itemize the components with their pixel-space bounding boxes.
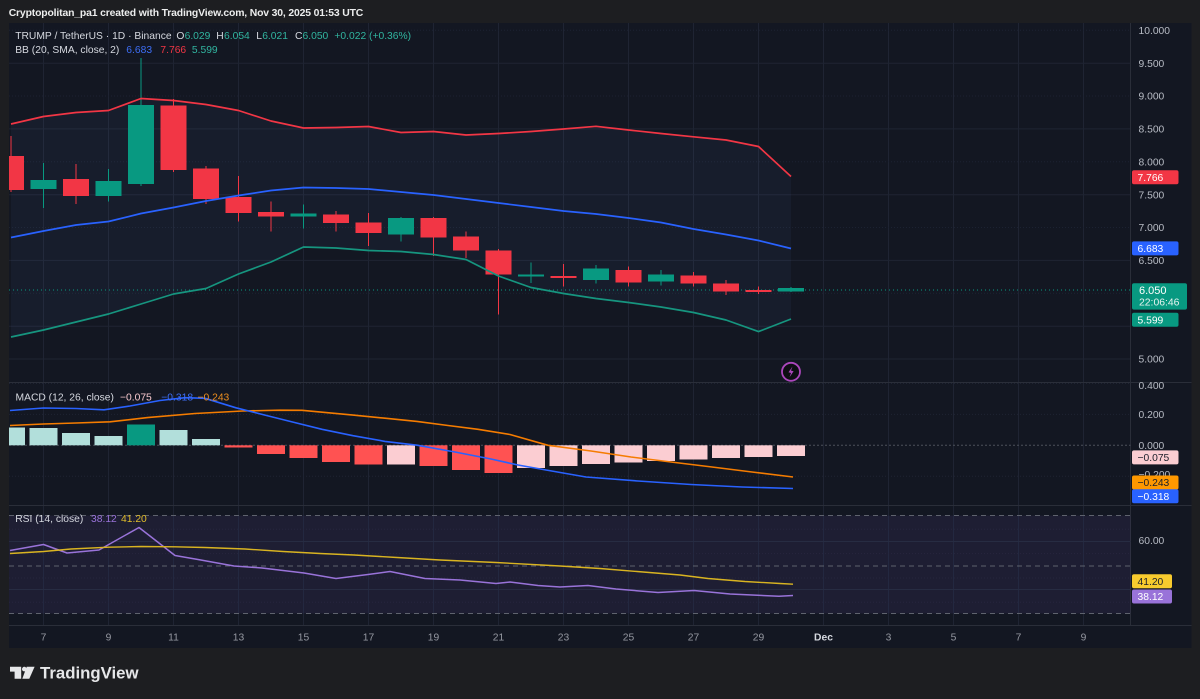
svg-text:0.400: 0.400 bbox=[1139, 381, 1165, 392]
svg-text:5.599: 5.599 bbox=[192, 45, 218, 56]
svg-text:3: 3 bbox=[886, 633, 892, 644]
svg-text:6.029: 6.029 bbox=[185, 31, 211, 42]
svg-text:7.500: 7.500 bbox=[1139, 190, 1165, 201]
svg-text:21: 21 bbox=[493, 633, 505, 644]
svg-text:−0.243: −0.243 bbox=[198, 393, 230, 404]
svg-text:7: 7 bbox=[41, 633, 47, 644]
svg-text:TRUMP / TetherUS · 1D · Binanc: TRUMP / TetherUS · 1D · Binance bbox=[15, 31, 172, 42]
svg-text:41.20: 41.20 bbox=[1138, 577, 1164, 588]
svg-text:9.000: 9.000 bbox=[1139, 92, 1165, 103]
svg-text:6.050: 6.050 bbox=[303, 31, 329, 42]
svg-text:−0.243: −0.243 bbox=[1138, 478, 1170, 489]
svg-text:15: 15 bbox=[298, 633, 310, 644]
svg-text:5: 5 bbox=[951, 633, 957, 644]
svg-text:Dec: Dec bbox=[814, 633, 833, 644]
svg-text:7.766: 7.766 bbox=[160, 45, 186, 56]
svg-text:TradingView: TradingView bbox=[40, 664, 139, 683]
svg-text:8.000: 8.000 bbox=[1139, 157, 1165, 168]
svg-text:29: 29 bbox=[753, 633, 765, 644]
svg-text:7.766: 7.766 bbox=[1138, 173, 1164, 184]
svg-text:17: 17 bbox=[363, 633, 375, 644]
svg-text:6.050: 6.050 bbox=[1139, 285, 1167, 297]
svg-text:6.021: 6.021 bbox=[262, 31, 288, 42]
svg-text:H: H bbox=[216, 31, 223, 42]
svg-text:−0.318: −0.318 bbox=[1138, 492, 1170, 503]
svg-text:6.054: 6.054 bbox=[224, 31, 250, 42]
svg-text:6.683: 6.683 bbox=[1138, 244, 1164, 255]
svg-text:13: 13 bbox=[233, 633, 245, 644]
svg-text:RSI (14, close): RSI (14, close) bbox=[15, 514, 83, 525]
svg-text:25: 25 bbox=[623, 633, 635, 644]
svg-text:BB (20, SMA, close, 2): BB (20, SMA, close, 2) bbox=[15, 45, 119, 56]
svg-text:41.20: 41.20 bbox=[121, 514, 147, 525]
svg-text:9: 9 bbox=[106, 633, 112, 644]
svg-text:6.683: 6.683 bbox=[126, 45, 152, 56]
svg-text:27: 27 bbox=[688, 633, 700, 644]
svg-text:22:06:46: 22:06:46 bbox=[1139, 298, 1180, 309]
svg-text:9.500: 9.500 bbox=[1139, 59, 1165, 70]
svg-text:O: O bbox=[176, 31, 184, 42]
svg-text:0.000: 0.000 bbox=[1139, 441, 1165, 452]
svg-text:7: 7 bbox=[1016, 633, 1022, 644]
svg-text:6.500: 6.500 bbox=[1139, 256, 1165, 267]
svg-text:Cryptopolitan_pa1 created with: Cryptopolitan_pa1 created with TradingVi… bbox=[9, 8, 364, 19]
svg-text:7.000: 7.000 bbox=[1139, 223, 1165, 234]
svg-text:−0.075: −0.075 bbox=[120, 393, 152, 404]
svg-text:23: 23 bbox=[558, 633, 570, 644]
svg-text:L: L bbox=[256, 31, 262, 42]
svg-text:11: 11 bbox=[168, 633, 179, 644]
svg-text:0.200: 0.200 bbox=[1139, 410, 1165, 421]
svg-text:−0.075: −0.075 bbox=[1138, 453, 1170, 464]
svg-text:10.000: 10.000 bbox=[1139, 26, 1171, 37]
svg-text:5.599: 5.599 bbox=[1138, 315, 1164, 326]
svg-text:38.12: 38.12 bbox=[1138, 592, 1164, 603]
svg-text:−0.200: −0.200 bbox=[1139, 470, 1171, 481]
svg-text:+0.022 (+0.36%): +0.022 (+0.36%) bbox=[334, 31, 411, 42]
svg-text:5.000: 5.000 bbox=[1139, 355, 1165, 366]
svg-text:8.500: 8.500 bbox=[1139, 125, 1165, 136]
svg-text:9: 9 bbox=[1081, 633, 1087, 644]
svg-text:−0.318: −0.318 bbox=[161, 393, 193, 404]
svg-text:C: C bbox=[295, 31, 303, 42]
svg-text:38.12: 38.12 bbox=[91, 514, 117, 525]
svg-text:19: 19 bbox=[428, 633, 440, 644]
svg-text:60.00: 60.00 bbox=[1139, 536, 1165, 547]
svg-text:MACD (12, 26, close): MACD (12, 26, close) bbox=[16, 393, 114, 404]
